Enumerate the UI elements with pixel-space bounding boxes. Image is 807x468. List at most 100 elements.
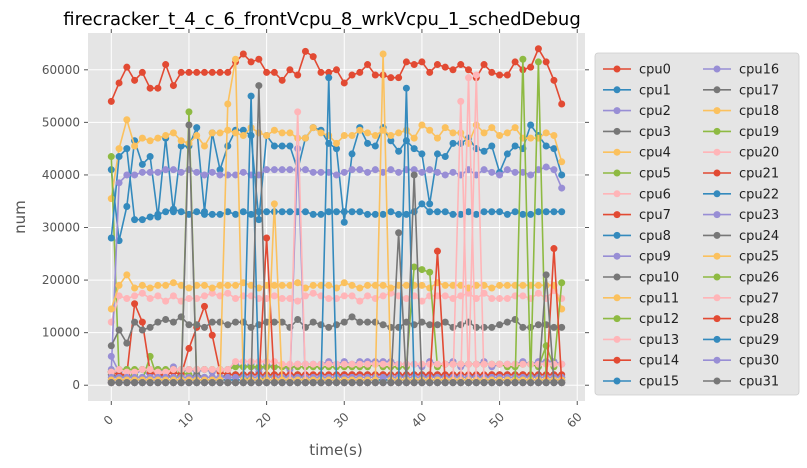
data-point bbox=[449, 129, 457, 137]
legend-label: cpu4 bbox=[639, 146, 671, 161]
data-point bbox=[247, 92, 255, 100]
data-point bbox=[426, 68, 434, 76]
data-point bbox=[410, 321, 418, 329]
data-point bbox=[169, 318, 177, 326]
data-point bbox=[340, 208, 348, 216]
data-point bbox=[317, 68, 325, 76]
data-point bbox=[255, 216, 263, 224]
data-point bbox=[488, 142, 496, 150]
data-point bbox=[200, 292, 208, 300]
data-point bbox=[395, 379, 403, 387]
data-point bbox=[115, 326, 123, 334]
legend-swatch-marker bbox=[613, 169, 621, 177]
data-point bbox=[503, 71, 511, 79]
data-point bbox=[208, 210, 216, 218]
data-point bbox=[247, 124, 255, 132]
data-point bbox=[379, 321, 387, 329]
data-point bbox=[534, 321, 542, 329]
data-point bbox=[224, 68, 232, 76]
legend-entry: cpu22 bbox=[703, 187, 779, 202]
data-point bbox=[348, 71, 356, 79]
data-point bbox=[138, 68, 146, 76]
data-point bbox=[309, 53, 317, 61]
data-point bbox=[395, 323, 403, 331]
data-point bbox=[426, 208, 434, 216]
data-point bbox=[426, 200, 434, 208]
legend-label: cpu3 bbox=[639, 125, 671, 140]
data-point bbox=[364, 318, 372, 326]
data-point bbox=[371, 71, 379, 79]
legend-label: cpu31 bbox=[739, 375, 779, 390]
data-point bbox=[433, 360, 441, 368]
data-point bbox=[177, 208, 185, 216]
data-point bbox=[317, 168, 325, 176]
data-point bbox=[154, 281, 162, 289]
data-point bbox=[278, 142, 286, 150]
data-point bbox=[278, 294, 286, 302]
legend-entry: cpu23 bbox=[703, 208, 779, 223]
data-point bbox=[441, 281, 449, 289]
data-point bbox=[348, 292, 356, 300]
legend-label: cpu1 bbox=[639, 83, 671, 98]
data-point bbox=[496, 321, 504, 329]
legend: cpu0 cpu1 cpu2 cpu3 cpu4 cpu5 cpu6 cpu7 cpu8 cpu9… bbox=[594, 52, 800, 396]
data-point bbox=[395, 129, 403, 137]
data-point bbox=[480, 147, 488, 155]
data-point bbox=[441, 360, 449, 368]
data-point bbox=[286, 208, 294, 216]
legend-swatch-marker bbox=[613, 315, 621, 323]
legend-swatch-marker bbox=[713, 190, 721, 198]
data-point bbox=[433, 168, 441, 176]
data-point bbox=[480, 208, 488, 216]
data-point bbox=[348, 208, 356, 216]
data-point bbox=[325, 360, 333, 368]
data-point bbox=[511, 316, 519, 324]
data-point bbox=[162, 379, 170, 387]
data-point bbox=[278, 208, 286, 216]
data-point bbox=[488, 208, 496, 216]
data-point bbox=[224, 373, 232, 381]
data-point bbox=[364, 168, 372, 176]
data-point bbox=[317, 210, 325, 218]
data-point bbox=[503, 281, 511, 289]
data-point bbox=[356, 68, 364, 76]
data-point bbox=[340, 218, 348, 226]
data-point bbox=[534, 379, 542, 387]
data-point bbox=[418, 121, 426, 129]
data-point bbox=[418, 281, 426, 289]
legend-entry: cpu28 bbox=[703, 312, 779, 327]
data-point bbox=[270, 68, 278, 76]
data-point bbox=[433, 379, 441, 387]
data-point bbox=[200, 142, 208, 150]
data-point bbox=[496, 379, 504, 387]
legend-entry: cpu18 bbox=[703, 104, 779, 119]
data-point bbox=[527, 210, 535, 218]
data-point bbox=[216, 379, 224, 387]
data-point bbox=[146, 379, 154, 387]
data-point bbox=[340, 360, 348, 368]
data-point bbox=[395, 74, 403, 82]
data-point bbox=[239, 126, 247, 134]
legend-entry: cpu31 bbox=[703, 375, 779, 390]
data-point bbox=[387, 379, 395, 387]
data-point bbox=[317, 321, 325, 329]
data-point bbox=[162, 208, 170, 216]
data-point bbox=[472, 71, 480, 79]
data-point bbox=[457, 97, 465, 105]
data-point bbox=[138, 379, 146, 387]
data-point bbox=[239, 168, 247, 176]
data-point bbox=[169, 365, 177, 373]
data-point bbox=[154, 84, 162, 92]
data-point bbox=[426, 268, 434, 276]
legend-swatch-marker bbox=[713, 252, 721, 260]
legend-swatch-marker bbox=[613, 148, 621, 156]
data-point bbox=[200, 302, 208, 310]
data-point bbox=[410, 379, 418, 387]
data-point bbox=[177, 142, 185, 150]
data-point bbox=[542, 58, 550, 66]
data-point bbox=[488, 360, 496, 368]
data-point bbox=[410, 171, 418, 179]
data-point bbox=[449, 323, 457, 331]
data-point bbox=[301, 47, 309, 55]
data-point bbox=[426, 321, 434, 329]
